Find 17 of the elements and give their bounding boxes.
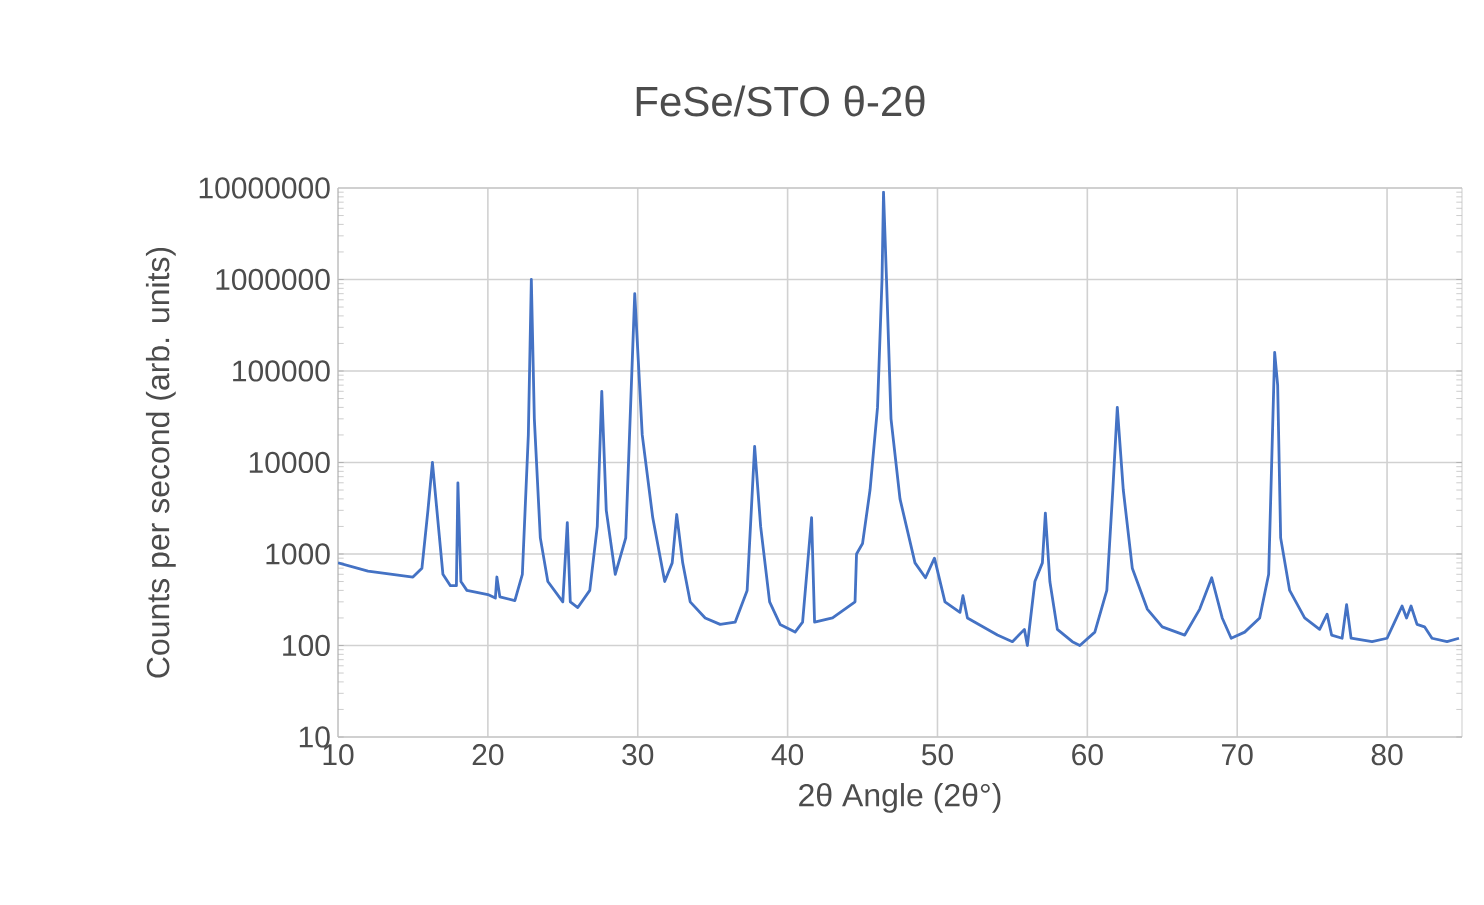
x-tick-label: 50 (921, 744, 953, 766)
y-tick-label: 10000000 (199, 177, 330, 199)
y-tick-label: 100000 (233, 360, 330, 382)
line-series (338, 190, 1461, 647)
x-axis-title: 2θ Angle (2θ°) (799, 783, 1001, 813)
chart-title: FeSe/STO θ-2θ (636, 85, 925, 117)
x-tick-label: 30 (622, 744, 654, 766)
x-tick-label: 20 (472, 744, 504, 766)
x-tick-label: 60 (1072, 744, 1103, 766)
x-tick-label: 70 (1222, 744, 1253, 766)
y-tick-label: 10000 (249, 451, 330, 474)
y-tick-label: 1000 (266, 543, 330, 565)
y-tick-label: 100 (283, 634, 330, 657)
x-tick-label: 40 (771, 744, 804, 766)
y-axis-title: Counts per second (arb. units) (145, 247, 176, 678)
x-tick-label: 80 (1371, 744, 1403, 766)
y-tick-label: 1000000 (216, 268, 330, 291)
